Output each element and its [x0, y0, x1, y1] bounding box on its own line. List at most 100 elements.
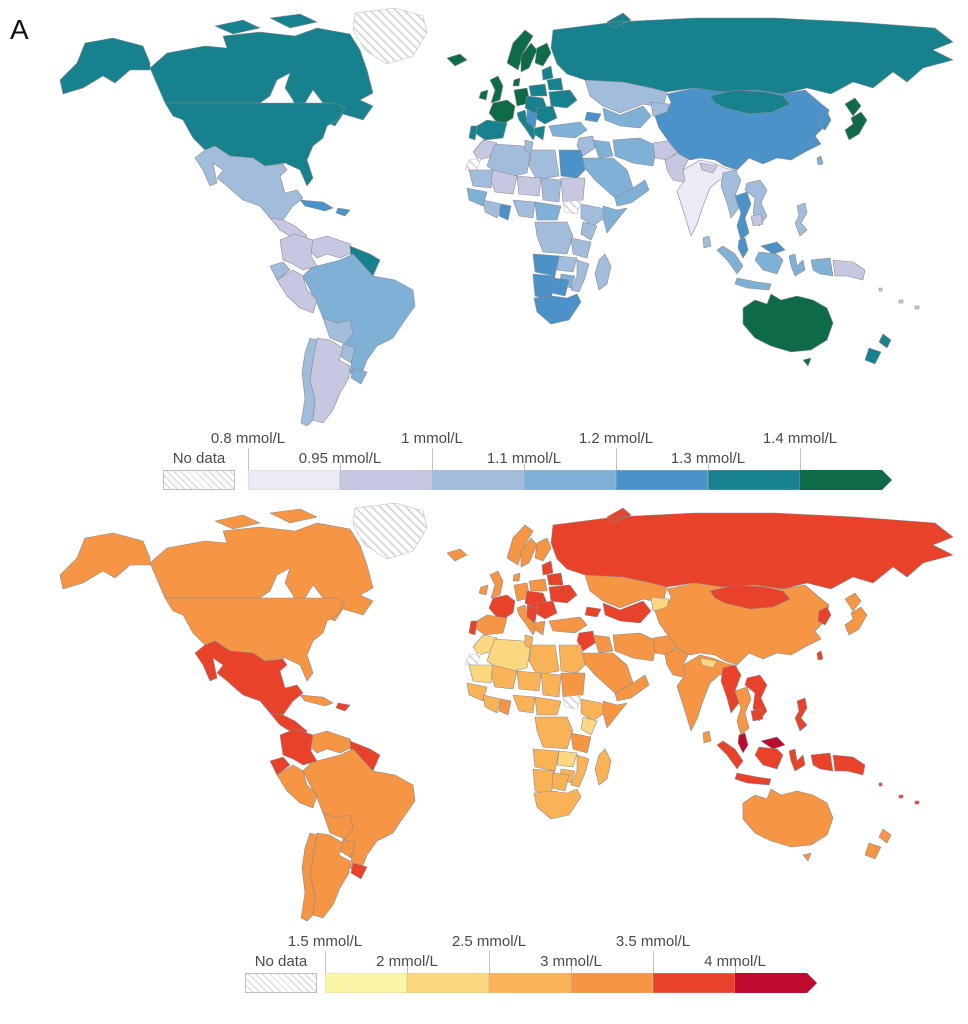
- country-spain: [474, 119, 508, 141]
- country-uzbek_turkmen: [602, 105, 652, 129]
- world-map-top: [59, 8, 954, 427]
- country-uruguay: [350, 862, 368, 880]
- country-nigeria: [512, 199, 536, 219]
- country-canada: [149, 508, 374, 622]
- country-ghana: [498, 203, 512, 221]
- country-mali: [490, 664, 518, 690]
- legend-tick-label: 0.95 mmol/L: [298, 450, 382, 467]
- country-iceland: [446, 53, 468, 67]
- country-chile: [300, 832, 318, 922]
- country-tanzania: [570, 237, 592, 259]
- legend-segment: [248, 470, 341, 490]
- country-ireland: [478, 584, 489, 596]
- country-pacific_islands: [878, 782, 920, 805]
- country-cuba: [299, 199, 334, 212]
- country-japan: [844, 97, 868, 141]
- legend-tick-label: 1.3 mmol/L: [670, 450, 746, 467]
- country-sri_lanka: [702, 235, 712, 249]
- legend-tick-label: 0.8 mmol/L: [210, 430, 286, 447]
- country-zambia: [556, 750, 578, 768]
- panel-label: A: [10, 14, 29, 45]
- legend-no-data-label: No data: [254, 953, 308, 970]
- country-nigeria: [512, 694, 536, 714]
- country-mauritania: [468, 664, 494, 684]
- country-yemen_oman: [614, 674, 650, 702]
- country-madagascar: [594, 748, 612, 786]
- country-korea: [817, 111, 832, 131]
- legend-tick-mark: [571, 966, 572, 973]
- legend-tick-label: 3.5 mmol/L: [615, 933, 691, 950]
- country-nepal: [699, 162, 718, 174]
- country-baltics: [541, 560, 554, 576]
- country-bolivia: [322, 317, 354, 345]
- country-philippines: [794, 202, 808, 237]
- country-mali: [490, 169, 518, 195]
- legend-top: No data 0.8 mmol/L 0.95 mmol/L 1 mmol/L 1.1 …: [163, 430, 923, 494]
- legend-tick-mark: [489, 951, 490, 973]
- country-botswana: [551, 277, 570, 297]
- country-turkey: [548, 121, 588, 139]
- country-hispaniola: [335, 702, 351, 712]
- legend-no-data-swatch: [245, 973, 317, 993]
- country-taiwan: [816, 650, 824, 661]
- country-iran: [612, 632, 658, 662]
- country-sri_lanka: [702, 730, 712, 744]
- country-bolivia: [322, 812, 354, 840]
- country-tanzania: [570, 732, 592, 754]
- legend-arrow-segment: [735, 973, 817, 993]
- country-ethiopia: [580, 203, 608, 227]
- country-nepal: [699, 657, 718, 669]
- legend-arrow-segment: [800, 470, 892, 490]
- country-cameroon_car: [534, 696, 562, 716]
- country-ukraine: [548, 584, 578, 604]
- country-yemen_oman: [614, 179, 650, 207]
- country-malaysia: [737, 732, 786, 754]
- country-alaska: [59, 532, 151, 590]
- country-iraq: [592, 634, 614, 654]
- country-portugal: [468, 620, 478, 636]
- legend-no-data-swatch: [163, 470, 235, 490]
- country-turkey: [548, 616, 588, 634]
- legend-tick-mark: [708, 463, 709, 470]
- country-australia: [742, 788, 834, 862]
- country-cameroon_car: [534, 201, 562, 221]
- country-hispaniola: [335, 207, 351, 217]
- country-libya: [528, 149, 560, 181]
- legend-tick-label: 1.1 mmol/L: [486, 450, 562, 467]
- country-mozambique: [570, 259, 590, 293]
- country-france: [488, 594, 516, 622]
- country-w_sahara: [464, 157, 482, 171]
- country-mozambique: [570, 754, 590, 788]
- legend-segment: [615, 470, 709, 490]
- legend-tick-mark: [407, 966, 408, 973]
- country-france: [488, 99, 516, 127]
- country-portugal: [468, 125, 478, 141]
- country-cambodia: [750, 213, 764, 227]
- country-botswana: [551, 772, 570, 792]
- country-philippines: [794, 697, 808, 732]
- legend-segment: [406, 973, 490, 993]
- legend-tick-label: 3 mmol/L: [540, 953, 602, 970]
- country-greece: [533, 125, 546, 141]
- legend-tick-label: 1.2 mmol/L: [578, 430, 654, 447]
- country-madagascar: [594, 253, 612, 291]
- legend-segment: [431, 470, 525, 490]
- country-caucasus: [584, 111, 602, 123]
- legend-tick-mark: [735, 966, 736, 973]
- country-australia: [742, 293, 834, 367]
- country-libya: [528, 644, 560, 676]
- country-mongolia: [709, 584, 791, 610]
- legend-tick-mark: [325, 951, 326, 973]
- country-new_zealand: [864, 828, 892, 860]
- country-sweden: [520, 42, 538, 73]
- country-sudan: [560, 177, 586, 203]
- legend-tick-label: 1.5 mmol/L: [287, 933, 363, 950]
- country-cuba: [299, 694, 334, 707]
- country-venezuela: [310, 235, 354, 259]
- country-myanmar: [720, 169, 742, 219]
- country-indonesia: [716, 245, 834, 291]
- country-iran: [612, 137, 658, 167]
- country-ghana: [498, 698, 512, 716]
- legend-segment: [488, 973, 572, 993]
- country-uruguay: [350, 367, 368, 385]
